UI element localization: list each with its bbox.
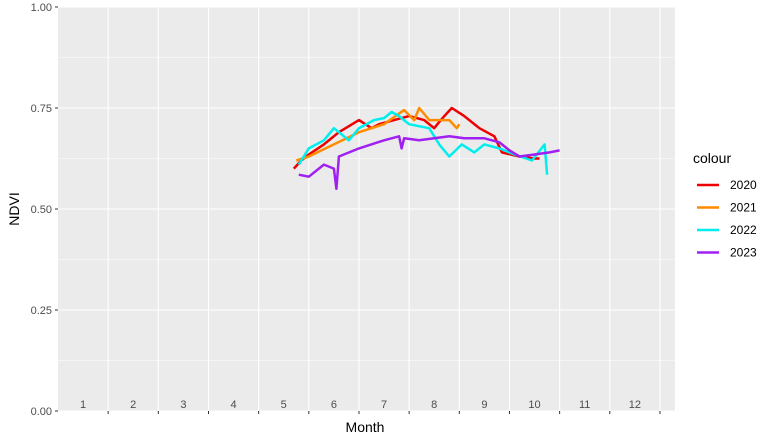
legend-title: colour bbox=[693, 150, 731, 166]
x-axis-title: Month bbox=[346, 419, 385, 435]
y-tick-label: 0.75 bbox=[31, 103, 52, 115]
x-tick-label: 11 bbox=[579, 399, 590, 411]
x-tick-label: 10 bbox=[528, 399, 540, 411]
x-tick-label: 6 bbox=[331, 399, 337, 411]
x-tick-label: 3 bbox=[180, 399, 186, 411]
major-gridlines bbox=[58, 6, 675, 412]
legend-label-2020: 2020 bbox=[730, 178, 757, 192]
x-axis-ticks: 1 2 3 4 5 6 7 8 9 10 11 12 bbox=[80, 399, 661, 414]
x-tick-label: 7 bbox=[381, 399, 387, 411]
y-tick-label: 0.00 bbox=[31, 406, 52, 418]
x-tick-label: 9 bbox=[481, 399, 487, 411]
legend-label-2023: 2023 bbox=[730, 246, 757, 260]
y-axis-title: NDVI bbox=[6, 192, 22, 225]
x-tick-label: 4 bbox=[231, 399, 237, 411]
series-line-2022 bbox=[297, 110, 549, 175]
minor-gridlines bbox=[58, 57, 675, 361]
series-line-2020 bbox=[292, 106, 540, 170]
x-tick-label: 2 bbox=[130, 399, 136, 411]
y-tick-label: 0.25 bbox=[31, 305, 52, 317]
y-axis-ticks: 0.00 0.25 0.50 0.75 1.00 bbox=[31, 2, 58, 418]
series-lines bbox=[292, 106, 560, 191]
series-line-2021 bbox=[295, 106, 461, 162]
series-line-2023 bbox=[298, 135, 560, 191]
legend-label-2022: 2022 bbox=[730, 223, 757, 237]
y-tick-label: 1.00 bbox=[31, 2, 52, 14]
x-tick-label: 1 bbox=[80, 399, 86, 411]
x-tick-label: 12 bbox=[629, 399, 641, 411]
legend-label-2021: 2021 bbox=[730, 201, 757, 215]
x-tick-label: 5 bbox=[281, 399, 287, 411]
legend: colour 2020 2021 2022 2023 bbox=[693, 150, 757, 260]
y-tick-label: 0.50 bbox=[31, 204, 52, 216]
x-tick-label: 8 bbox=[431, 399, 437, 411]
